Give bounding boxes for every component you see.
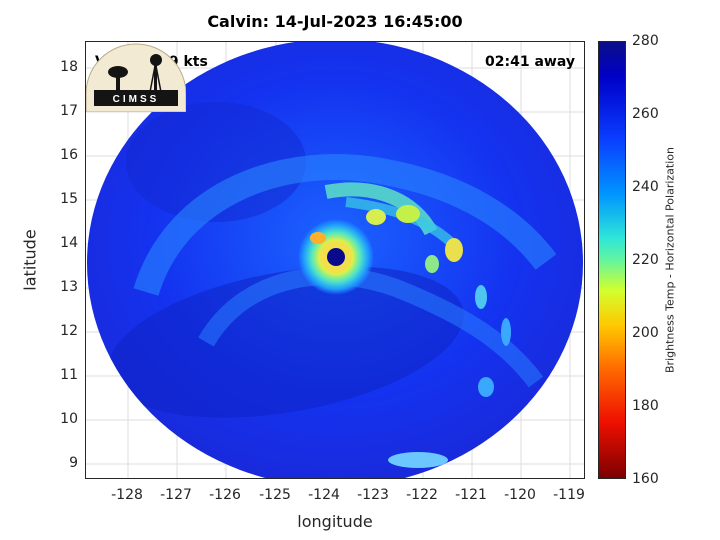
cimss-logo: CIMSS (86, 43, 186, 112)
cimss-logo-text: CIMSS (113, 94, 160, 105)
x-tick-label: -126 (209, 487, 241, 503)
x-axis-label: longitude (297, 512, 373, 531)
y-tick-label: 11 (60, 367, 78, 383)
y-tick-label: 16 (60, 147, 78, 163)
map-axes: Vmax: 109 kts 02:41 away CIMSS (85, 41, 585, 479)
x-tick-label: -125 (259, 487, 291, 503)
x-tick-label: -119 (553, 487, 585, 503)
y-tick-label: 15 (60, 191, 78, 207)
y-tick-label: 18 (60, 59, 78, 75)
plot-title: Calvin: 14-Jul-2023 16:45:00 (207, 12, 463, 31)
y-tick-label: 17 (60, 103, 78, 119)
y-tick-label: 9 (69, 455, 78, 471)
colorbar-tick-label: 280 (632, 33, 659, 49)
x-tick-label: -127 (160, 487, 192, 503)
y-tick-label: 10 (60, 411, 78, 427)
x-tick-label: -122 (406, 487, 438, 503)
x-tick-label: -121 (455, 487, 487, 503)
colorbar-tick-label: 180 (632, 398, 659, 414)
y-tick-label: 13 (60, 279, 78, 295)
time-away-label: 02:41 away (485, 54, 575, 70)
x-tick-label: -128 (111, 487, 143, 503)
x-tick-label: -120 (504, 487, 536, 503)
y-axis-label: latitude (20, 229, 40, 291)
colorbar (598, 41, 626, 479)
colorbar-tick-label: 260 (632, 106, 659, 122)
y-tick-label: 12 (60, 323, 78, 339)
colorbar-label: Brightness Temp - Horizontal Polarizatio… (663, 147, 677, 373)
colorbar-tick-label: 160 (632, 471, 659, 487)
brightness-temp-swath (87, 42, 583, 478)
colorbar-tick-label: 220 (632, 252, 659, 268)
y-tick-label: 14 (60, 235, 78, 251)
x-tick-label: -123 (357, 487, 389, 503)
x-tick-label: -124 (308, 487, 340, 503)
colorbar-tick-label: 240 (632, 179, 659, 195)
colorbar-tick-label: 200 (632, 325, 659, 341)
swath-image (86, 42, 584, 478)
